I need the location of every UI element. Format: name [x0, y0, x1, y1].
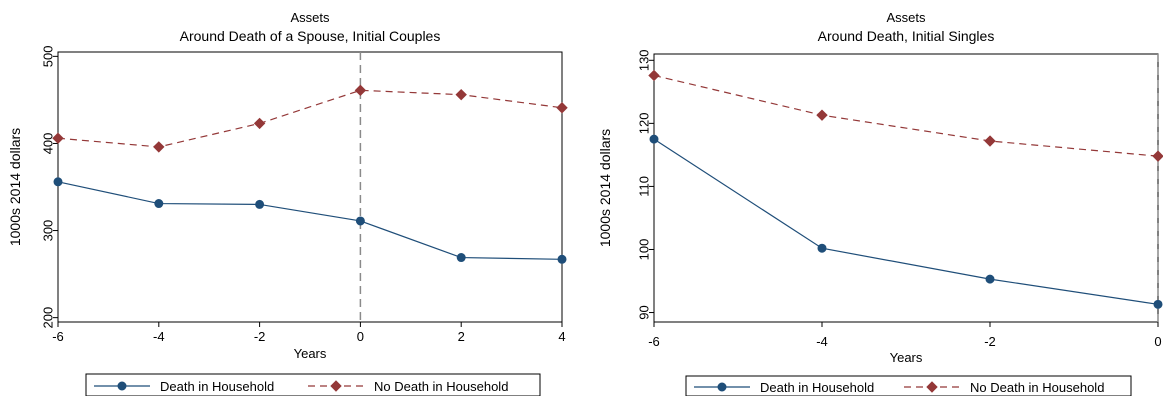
data-point — [255, 199, 265, 209]
x-tick-label: -2 — [984, 334, 996, 349]
series-line — [653, 138, 1159, 305]
y-tick-label: 400 — [41, 133, 56, 155]
data-point — [154, 199, 164, 209]
legend-marker — [717, 382, 727, 392]
plot-frame — [57, 51, 563, 323]
data-point — [984, 135, 996, 147]
data-point — [1152, 150, 1163, 162]
legend-marker — [330, 380, 342, 392]
data-point — [455, 88, 467, 101]
data-point — [556, 102, 568, 114]
legend-label: No Death in Household — [970, 380, 1104, 395]
legend-box — [85, 373, 541, 396]
y-tick-label: 100 — [637, 239, 652, 261]
legend-marker — [117, 381, 127, 391]
legend-label: Death in Household — [160, 379, 274, 394]
x-tick-label: -6 — [52, 329, 64, 344]
series-line — [57, 89, 563, 148]
x-axis-label: Years — [294, 346, 327, 361]
data-point — [253, 117, 266, 130]
y-tick-label: 120 — [637, 113, 652, 135]
data-point — [816, 109, 828, 121]
data-point — [648, 69, 660, 82]
chart-panel-singles: Assets Around Death, Initial Singles 90 100… — [590, 0, 1163, 396]
x-tick-label: 2 — [458, 329, 465, 344]
x-tick-label: -4 — [816, 334, 828, 349]
x-tick-label: 0 — [1154, 334, 1161, 349]
x-tick-label: 0 — [357, 329, 364, 344]
data-point — [649, 134, 659, 144]
y-tick-label: 300 — [41, 220, 56, 242]
legend-marker — [926, 381, 938, 393]
legend-label: No Death in Household — [374, 379, 508, 394]
y-axis-label: 1000s 2014 dollars — [7, 128, 23, 246]
chart-subtitle: Around Death, Initial Singles — [818, 28, 995, 44]
chart-singles: Assets Around Death, Initial Singles 90 100… — [597, 10, 1163, 396]
x-axis-label: Years — [890, 350, 923, 365]
legend: Death in Household No Death in Household — [685, 375, 1132, 396]
data-point — [355, 216, 365, 226]
legend-label: Death in Household — [760, 380, 874, 395]
data-point — [456, 253, 466, 263]
chart-panel-couples: Assets Around Death of a Spouse, Initial … — [0, 0, 580, 396]
chart-couples: Assets Around Death of a Spouse, Initial … — [7, 10, 568, 396]
data-point — [985, 274, 995, 284]
y-tick-label: 500 — [41, 46, 56, 68]
legend: Death in Household No Death in Household — [85, 373, 541, 396]
legend-box — [685, 375, 1132, 396]
chart-subtitle: Around Death of a Spouse, Initial Couple… — [180, 28, 441, 44]
series-line — [653, 74, 1159, 157]
chart-title: Assets — [886, 10, 926, 25]
y-tick-label: 110 — [637, 176, 652, 197]
data-point — [557, 254, 567, 264]
x-tick-label: 4 — [558, 329, 565, 344]
data-point — [354, 84, 367, 97]
chart-title: Assets — [290, 10, 330, 25]
data-point — [52, 132, 64, 144]
data-point — [53, 177, 63, 187]
data-point — [1153, 299, 1163, 309]
y-axis-label: 1000s 2014 dollars — [597, 129, 613, 247]
y-tick-label: 90 — [637, 305, 652, 319]
x-tick-label: -2 — [254, 329, 266, 344]
y-tick-label: 130 — [637, 49, 652, 71]
series-line — [57, 181, 563, 260]
x-tick-label: -4 — [153, 329, 165, 344]
y-tick-label: 200 — [41, 307, 56, 329]
data-point — [153, 141, 165, 153]
data-point — [817, 243, 827, 253]
x-tick-label: -6 — [648, 334, 660, 349]
